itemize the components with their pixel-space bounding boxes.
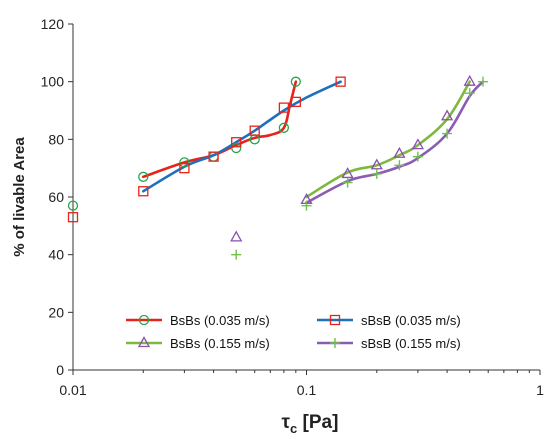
y-tick-label: 40 [48,247,64,263]
legend-label: sBsB (0.155 m/s) [361,336,461,351]
series-4-point [371,168,382,179]
axes: 0 20 40 60 80 100 120 0.01 0.1 1 [41,16,544,398]
series-3-point [393,146,406,158]
series-4-point [301,200,312,211]
legend-swatch-marker [329,314,341,326]
series-line-1 [141,80,298,179]
y-tick-label: 120 [41,16,65,32]
series-4-point [394,160,405,171]
legend-swatch-marker [330,338,340,348]
series-line-3 [305,80,472,199]
series-4-point [442,128,453,139]
series-2-point [335,76,346,87]
series-1-point [231,142,242,154]
x-axis-title: τc [Pa] [282,412,339,436]
series-markers [67,74,488,260]
series-1-point [278,122,290,133]
x-axis-title-unit: [Pa] [297,412,338,433]
series-2-point [67,212,79,223]
x-tick-label: 0.01 [59,382,86,398]
y-tick-label: 60 [48,189,64,205]
y-axis-title: % of livable Area [11,137,28,257]
x-tick-label: 1 [536,382,544,398]
series-3-point [230,230,243,242]
series-3-point [370,158,383,170]
series-2-point [231,137,242,148]
legend-label: BsBs (0.035 m/s) [170,313,270,328]
series-3-point [341,167,354,179]
series-2-point [290,96,301,107]
series-lines [141,80,485,205]
series-2-point [249,125,260,136]
legend: BsBs (0.035 m/s) sBsB (0.035 m/s) BsBs (0.… [126,313,461,351]
series-2-point [179,163,190,174]
series-2-point [278,102,290,113]
legend-label: sBsB (0.035 m/s) [361,313,461,328]
legend-swatch-marker [137,336,151,348]
legend-label: BsBs (0.155 m/s) [170,336,270,351]
x-axis-title-tau: τ [282,412,291,433]
series-2-point [208,151,219,162]
series-1-point [179,157,190,168]
series-4-point [477,76,488,87]
x-axis-title-subscript: c [290,421,297,436]
series-3-point [463,74,476,86]
series-2-point [138,186,149,197]
series-line-4 [305,80,485,205]
series-4-point [231,249,242,260]
y-tick-label: 0 [56,362,64,378]
series-3-point [411,138,425,150]
legend-swatch-marker [138,314,150,326]
series-1-point [67,200,79,211]
x-tick-label: 0.1 [297,382,317,398]
series-4-point [412,151,423,162]
series-line-2 [141,80,342,193]
y-tick-label: 80 [48,131,64,147]
y-tick-label: 20 [48,304,64,320]
series-4-point [464,88,475,99]
series-3-point [440,109,454,121]
series-1-point [138,171,149,182]
series-4-point [342,177,353,188]
y-tick-label: 100 [41,74,65,90]
series-1-point [290,76,301,87]
